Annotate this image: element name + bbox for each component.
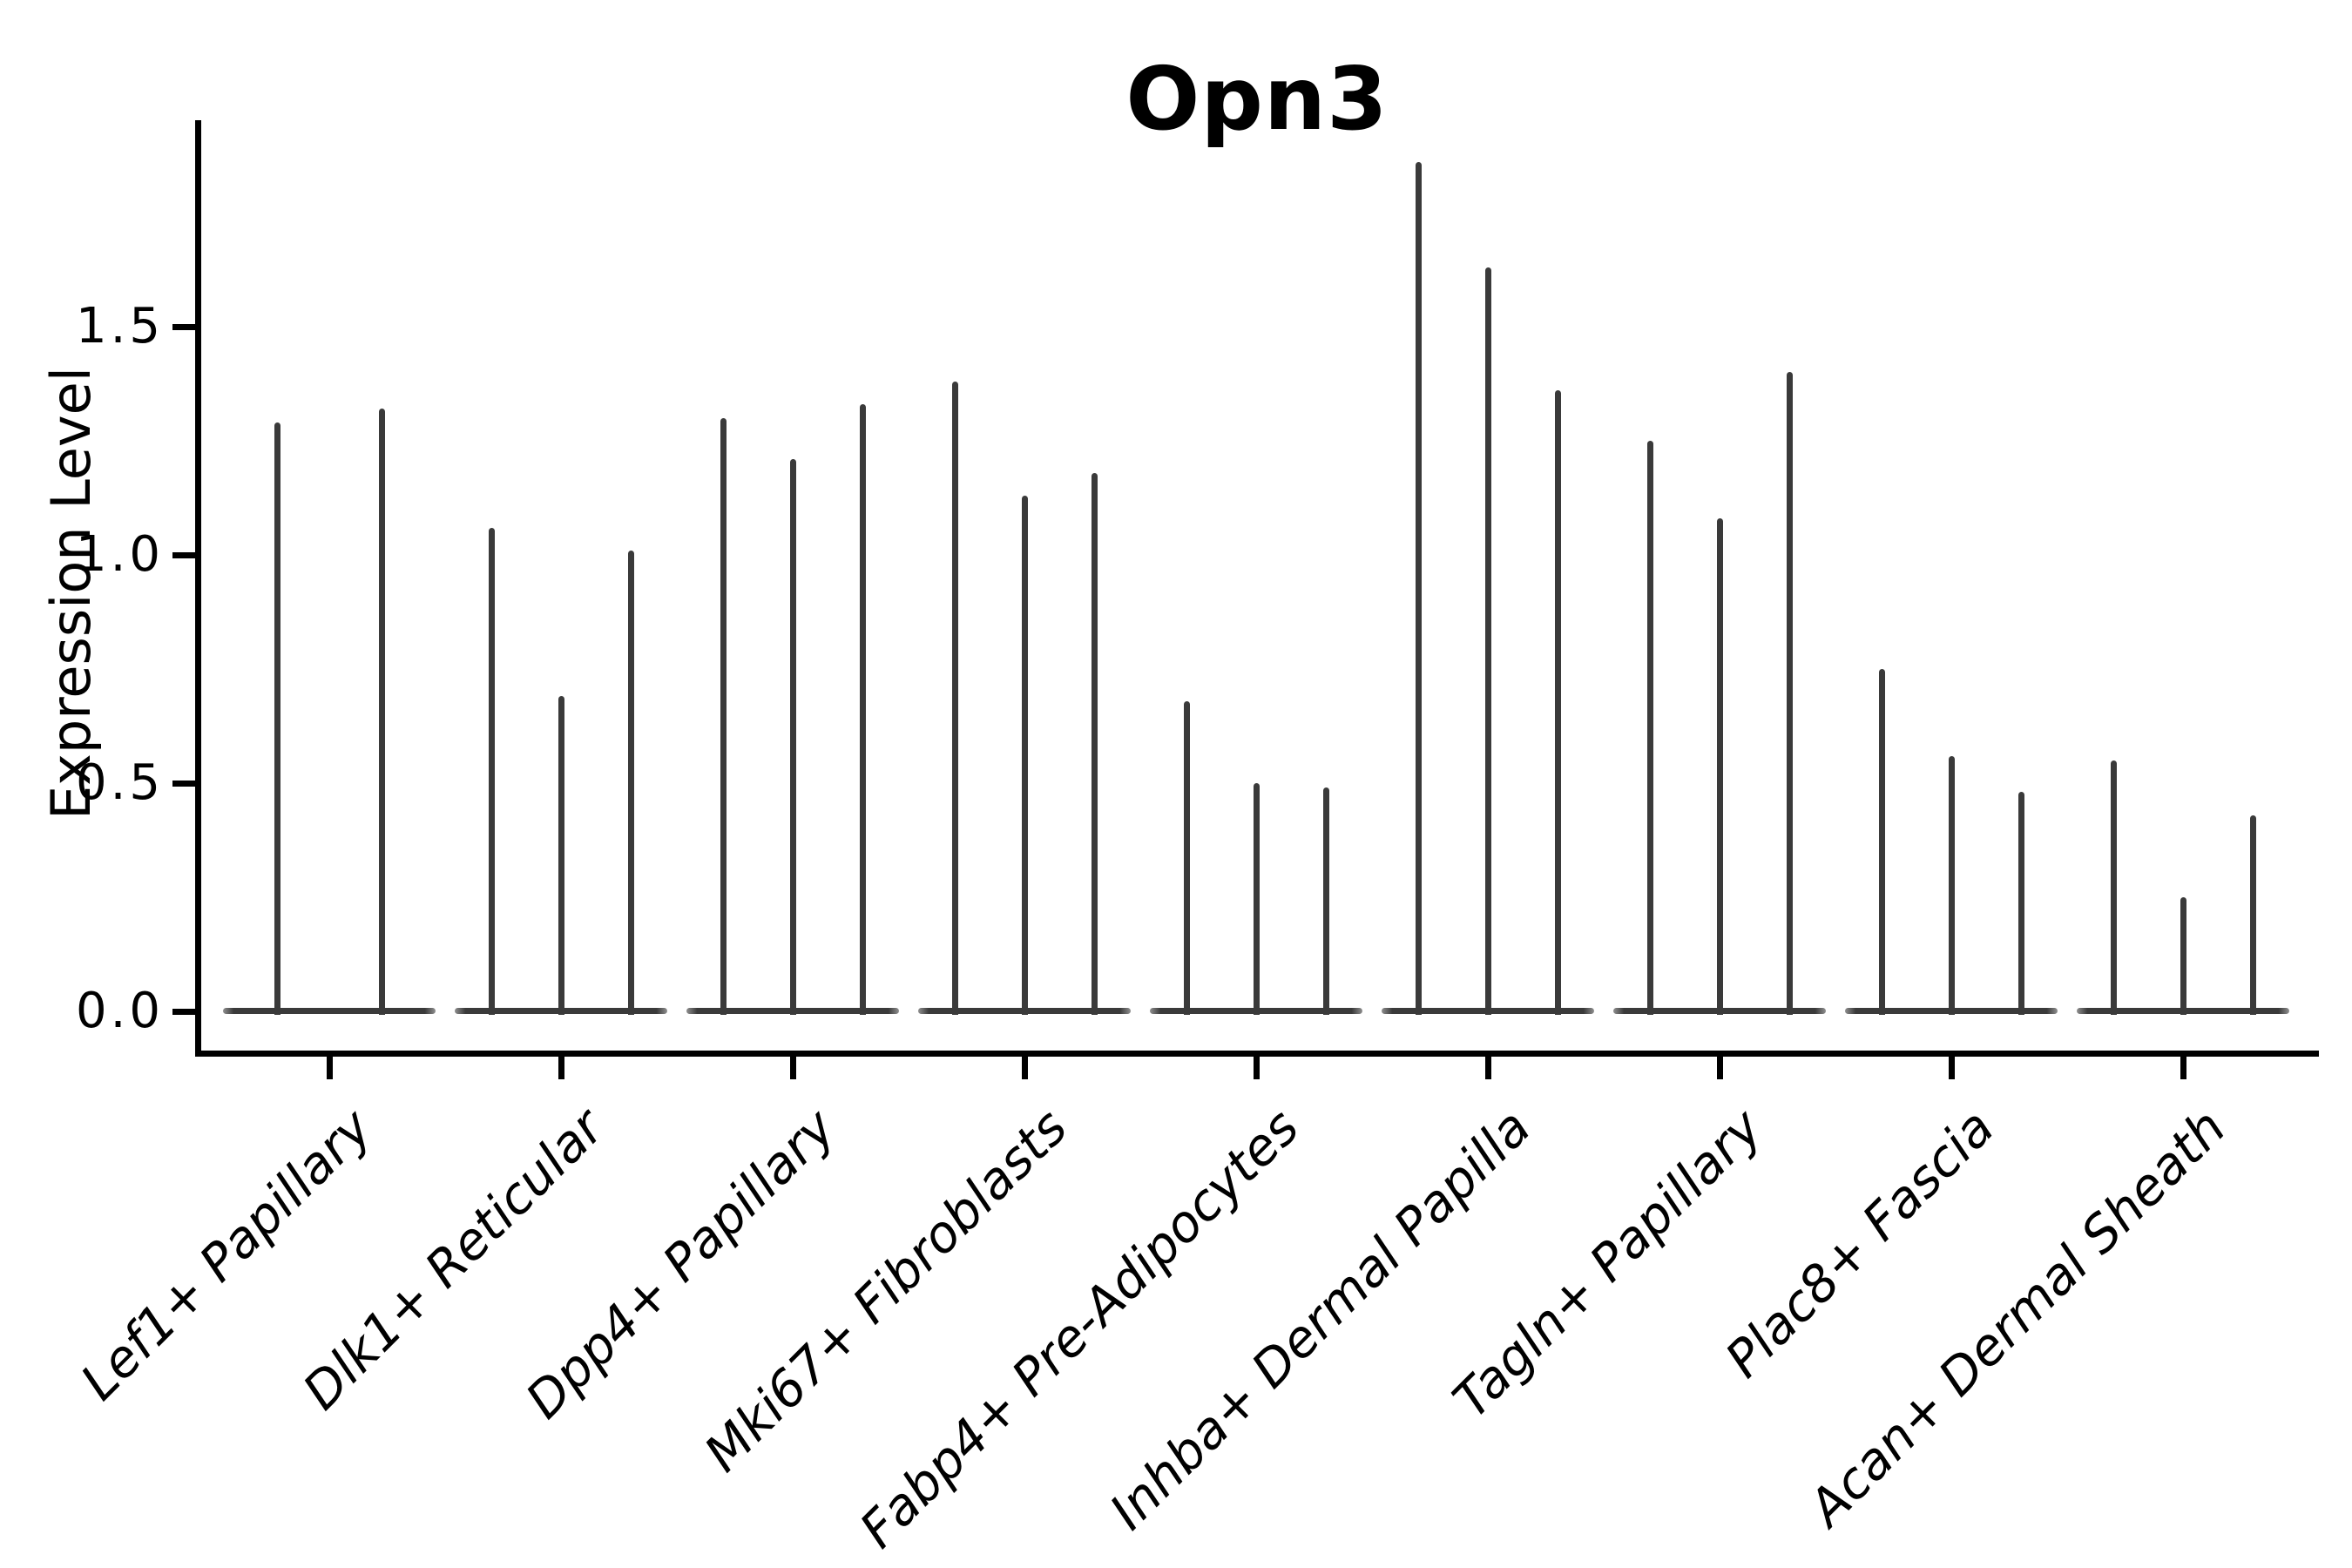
violin-zero-baseline	[223, 1008, 436, 1014]
violin-spike	[1254, 783, 1260, 1015]
y-tick-mark	[172, 781, 196, 787]
y-tick-label: 1.0	[75, 526, 164, 583]
violin-spike	[489, 527, 495, 1015]
violin-spike	[2250, 814, 2256, 1015]
violin-spike	[1787, 372, 1793, 1015]
y-tick-label: 0.5	[75, 754, 164, 811]
violin-spike	[1022, 495, 1028, 1015]
y-tick-mark	[172, 1009, 196, 1015]
violin-spike	[2111, 760, 2117, 1015]
violin-spike	[1717, 518, 1723, 1015]
y-tick-mark	[172, 552, 196, 558]
x-tick-mark	[327, 1057, 333, 1079]
violin-spike	[1949, 755, 1955, 1015]
x-tick-mark	[1022, 1057, 1028, 1079]
y-tick-label: 1.5	[75, 298, 164, 355]
y-tick-mark	[172, 324, 196, 330]
violin-spike	[379, 409, 385, 1015]
x-tick-mark	[558, 1057, 564, 1079]
x-tick-mark	[1717, 1057, 1723, 1079]
violin-spike	[1879, 669, 1885, 1015]
violin-spike	[720, 417, 727, 1015]
violin-spike	[952, 381, 958, 1015]
violin-spike	[1092, 472, 1098, 1015]
violin-spike	[1485, 267, 1491, 1015]
violin-spike	[2018, 792, 2024, 1015]
plot-title: Opn3	[1125, 48, 1389, 150]
violin-spike	[1323, 787, 1329, 1015]
x-tick-mark	[1254, 1057, 1260, 1079]
x-tick-mark	[1949, 1057, 1955, 1079]
violin-spike	[1555, 390, 1561, 1015]
x-tick-mark	[790, 1057, 796, 1079]
violin-spike	[790, 458, 796, 1015]
violin-spike	[1184, 700, 1190, 1015]
violin-spike	[2180, 897, 2186, 1015]
y-tick-label: 0.0	[75, 983, 164, 1039]
violin-spike	[558, 696, 564, 1015]
x-tick-mark	[1485, 1057, 1491, 1079]
violin-spike	[1647, 441, 1653, 1015]
violin-spike	[860, 404, 866, 1015]
violin-spike	[1416, 162, 1422, 1015]
x-tick-mark	[2180, 1057, 2186, 1079]
y-axis-spine	[195, 120, 201, 1057]
violin-spike	[274, 422, 280, 1015]
violin-spike	[628, 550, 634, 1015]
x-axis-spine	[195, 1051, 2319, 1057]
